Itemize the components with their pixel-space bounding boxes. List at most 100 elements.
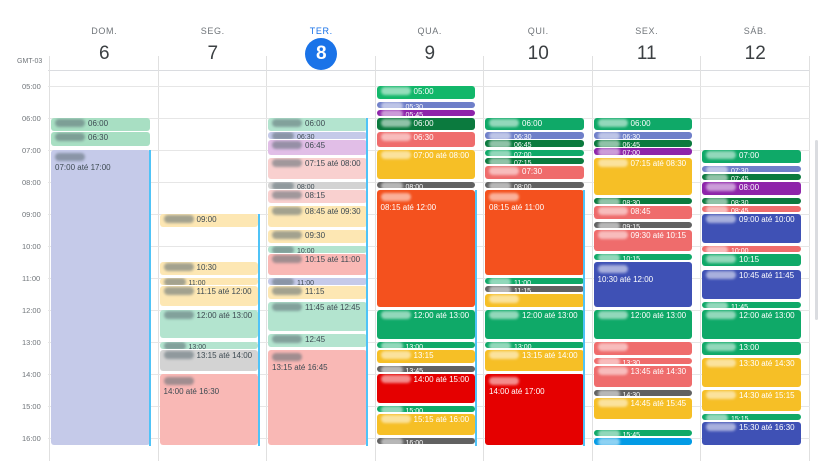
calendar-event[interactable]: 11:45 xyxy=(702,302,801,308)
calendar-event[interactable]: 09:00 xyxy=(159,214,258,228)
calendar-event[interactable]: 13:15 até 14:00 xyxy=(485,350,584,372)
calendar-event[interactable]: 07:15 xyxy=(485,158,584,164)
calendar-event[interactable]: 08:45 xyxy=(593,206,692,220)
calendar-event[interactable]: 08:00 xyxy=(268,182,367,189)
calendar-event[interactable]: 13:30 até 14:30 xyxy=(702,358,801,388)
calendar-event[interactable]: 10:15 xyxy=(593,254,692,260)
calendar-event[interactable]: 13:00 xyxy=(702,342,801,356)
date-number[interactable]: 11 xyxy=(636,43,657,64)
calendar-event[interactable]: 15:15 xyxy=(702,414,801,420)
calendar-event[interactable]: 08:15 xyxy=(268,190,367,204)
calendar-event[interactable]: 06:00 xyxy=(485,118,584,130)
calendar-event[interactable]: 13:00 xyxy=(376,342,475,348)
calendar-event[interactable]: 07:30 xyxy=(485,166,584,180)
calendar-event[interactable]: 07:15 até 08:00 xyxy=(268,158,367,180)
calendar-event[interactable]: 07:00 xyxy=(593,148,692,156)
calendar-event[interactable]: 07:00 xyxy=(485,150,584,156)
calendar-event[interactable]: 10:45 até 11:45 xyxy=(702,270,801,300)
day-header-11[interactable]: SEX. 11 xyxy=(593,0,702,70)
date-number[interactable]: 10 xyxy=(527,43,549,64)
calendar-event[interactable]: 06:00 xyxy=(376,118,475,130)
calendar-event[interactable]: 14:00 até 15:00 xyxy=(376,374,475,404)
calendar-event[interactable]: 13:00 xyxy=(159,342,258,349)
day-header-9[interactable]: QUA. 9 xyxy=(376,0,485,70)
calendar-event[interactable]: 13:45 xyxy=(376,366,475,372)
calendar-event[interactable]: 12:00 até 13:00 xyxy=(485,310,584,340)
calendar-event[interactable] xyxy=(485,294,584,308)
calendar-event[interactable]: 07:00 até 08:00 xyxy=(376,150,475,180)
calendar-event[interactable]: 11:00 xyxy=(485,278,584,284)
calendar-event[interactable]: 15:30 até 16:30 xyxy=(702,422,801,445)
calendar-event[interactable]: 11:15 até 12:00 xyxy=(159,286,258,306)
calendar-event[interactable]: 11:15 xyxy=(268,286,367,300)
today-date-number[interactable]: 8 xyxy=(305,38,338,70)
calendar-event[interactable]: 08:00 xyxy=(376,182,475,188)
calendar-event[interactable]: 12:45 xyxy=(268,334,367,348)
date-number[interactable]: 7 xyxy=(207,43,219,64)
calendar-event[interactable]: 14:00 até 17:00 xyxy=(485,374,584,445)
calendar-event[interactable]: 06:45 xyxy=(268,140,367,156)
calendar-event[interactable]: 11:15 xyxy=(485,286,584,292)
calendar-event[interactable]: 14:30 xyxy=(593,390,692,396)
calendar-event[interactable]: 05:30 xyxy=(376,102,475,108)
calendar-event[interactable]: 06:45 xyxy=(593,140,692,148)
scrollbar[interactable] xyxy=(815,140,818,320)
calendar-event[interactable]: 12:00 até 13:00 xyxy=(593,310,692,340)
date-number[interactable]: 6 xyxy=(98,43,110,64)
day-header-10[interactable]: QUI. 10 xyxy=(484,0,593,70)
calendar-event[interactable]: 09:30 xyxy=(268,230,367,244)
calendar-event[interactable]: 06:00 xyxy=(593,118,692,130)
calendar-event[interactable]: 08:00 xyxy=(485,182,584,188)
calendar-event[interactable]: 06:30 xyxy=(376,132,475,148)
calendar-event[interactable]: 14:00 até 16:30 xyxy=(159,374,258,445)
calendar-event[interactable]: 15:45 xyxy=(593,430,692,436)
calendar-event[interactable]: 09:30 até 10:15 xyxy=(593,230,692,252)
date-number[interactable]: 9 xyxy=(424,43,436,64)
calendar-event[interactable]: 06:45 xyxy=(485,140,584,148)
calendar-event[interactable]: 12:00 até 13:00 xyxy=(159,310,258,338)
calendar-event[interactable]: 05:45 xyxy=(376,110,475,116)
calendar-event[interactable]: 08:30 xyxy=(702,198,801,204)
calendar-event[interactable]: 10:30 xyxy=(159,262,258,276)
calendar-event[interactable]: 09:15 xyxy=(593,222,692,228)
calendar-event[interactable]: 08:15 até 12:00 xyxy=(376,190,475,308)
calendar-event[interactable]: 08:30 xyxy=(593,198,692,204)
calendar-event[interactable]: 13:15 até 16:45 xyxy=(268,350,367,445)
calendar-event[interactable]: 13:45 até 14:30 xyxy=(593,366,692,388)
calendar-event[interactable]: 12:00 até 13:00 xyxy=(702,310,801,340)
calendar-event[interactable]: 13:15 até 14:00 xyxy=(159,350,258,372)
calendar-event[interactable]: 06:00 xyxy=(268,118,367,132)
calendar-event[interactable]: 10:00 xyxy=(702,246,801,252)
calendar-event[interactable]: 07:00 xyxy=(702,150,801,164)
calendar-event[interactable]: 06:30 xyxy=(593,132,692,140)
day-header-12[interactable]: SÁB. 12 xyxy=(701,0,810,70)
calendar-event[interactable]: 07:30 xyxy=(702,166,801,172)
calendar-event[interactable]: 15:00 xyxy=(376,406,475,412)
calendar-event[interactable]: 08:15 até 11:00 xyxy=(485,190,584,276)
calendar-event[interactable]: 09:00 até 10:00 xyxy=(702,214,801,244)
calendar-event[interactable]: 08:00 xyxy=(702,182,801,196)
calendar-event[interactable]: 15:15 até 16:00 xyxy=(376,414,475,436)
calendar-event[interactable]: 11:45 até 12:45 xyxy=(268,302,367,332)
calendar-event[interactable]: 06:30 xyxy=(51,132,150,146)
calendar-event[interactable]: 12:00 até 13:00 xyxy=(376,310,475,340)
calendar-event[interactable]: 14:45 até 15:45 xyxy=(593,398,692,420)
calendar-event[interactable]: 10:15 até 11:00 xyxy=(268,254,367,276)
calendar-event[interactable]: 11:00 xyxy=(159,278,258,285)
calendar-event[interactable]: 10:15 xyxy=(702,254,801,266)
day-header-7[interactable]: SEG. 7 xyxy=(159,0,268,70)
calendar-event[interactable]: 06:30 xyxy=(268,132,367,140)
calendar-event[interactable]: 07:45 xyxy=(702,174,801,180)
calendar-event[interactable]: 11:00 xyxy=(268,278,367,285)
calendar-event[interactable]: 10:00 xyxy=(268,246,367,253)
calendar-event[interactable]: 08:45 até 09:30 xyxy=(268,206,367,228)
calendar-event[interactable]: 16:00 xyxy=(376,438,475,444)
day-header-8[interactable]: TER. 8 xyxy=(267,0,376,70)
calendar-event[interactable]: 07:00 até 17:00 xyxy=(51,150,150,445)
date-number[interactable]: 12 xyxy=(744,43,766,64)
calendar-event[interactable]: 10:30 até 12:00 xyxy=(593,262,692,308)
calendar-event[interactable]: 05:00 xyxy=(376,86,475,100)
calendar-event[interactable] xyxy=(593,342,692,356)
calendar-event[interactable]: 06:30 xyxy=(485,132,584,140)
day-header-6[interactable]: DOM. 6 xyxy=(50,0,159,70)
